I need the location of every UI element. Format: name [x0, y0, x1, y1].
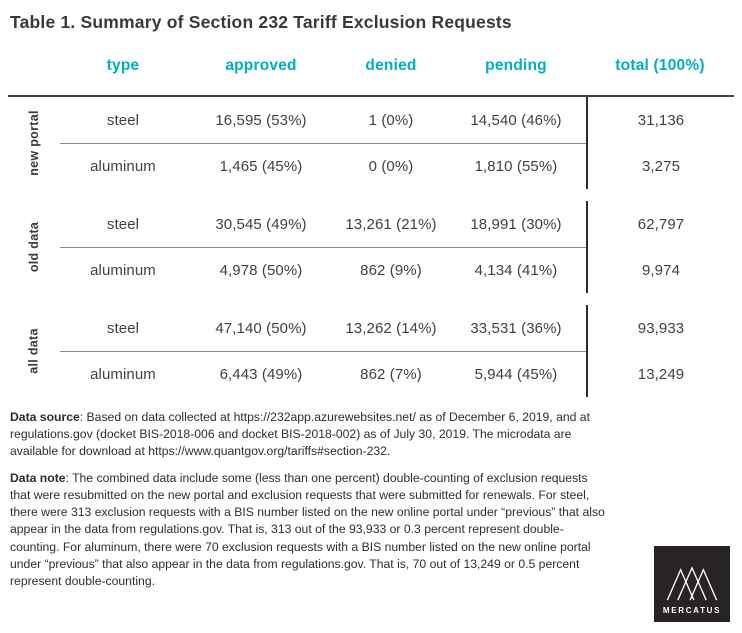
mercatus-logo-icon — [666, 566, 718, 601]
cell-approved: 6,443 (49%) — [186, 351, 336, 397]
cell-approved: 1,465 (45%) — [186, 143, 336, 189]
column-header-approved: approved — [225, 57, 297, 74]
cell-type: aluminum — [60, 351, 186, 397]
group-label: all data — [8, 305, 60, 397]
table-notes: Data source: Based on data collected at … — [10, 409, 610, 590]
cell-pending: 33,531 (36%) — [470, 319, 562, 337]
cell-type: steel — [106, 319, 140, 337]
cell-type: aluminum — [60, 247, 186, 293]
cell-pending: 14,540 (46%) — [470, 111, 562, 129]
table-group-new-portal: new portal steel 16,595 (53%) 1 (0%) 14,… — [8, 97, 734, 189]
cell-denied: 862 (7%) — [336, 351, 446, 397]
table-group-all-data: all data steel 47,140 (50%) 13,262 (14%)… — [8, 305, 734, 397]
cell-denied: 1 (0%) — [368, 111, 414, 129]
cell-type: aluminum — [60, 143, 186, 189]
cell-pending: 18,991 (30%) — [470, 215, 562, 233]
data-note: Data note: The combined data include som… — [10, 470, 610, 590]
cell-pending: 5,944 (45%) — [446, 351, 586, 397]
mercatus-logo: MERCATUS — [654, 546, 730, 622]
cell-approved: 4,978 (50%) — [186, 247, 336, 293]
column-header-type: type — [106, 57, 140, 74]
cell-total: 62,797 — [586, 201, 734, 247]
cell-pending: 1,810 (55%) — [446, 143, 586, 189]
group-label: new portal — [8, 97, 60, 189]
cell-pending: 4,134 (41%) — [446, 247, 586, 293]
mercatus-wordmark: MERCATUS — [662, 606, 722, 615]
cell-denied: 13,261 (21%) — [345, 215, 437, 233]
column-header-denied: denied — [365, 57, 417, 74]
column-header-total: total (100%) — [615, 57, 705, 74]
data-note-text: : The combined data include some (less t… — [10, 471, 605, 588]
group-label: old data — [8, 201, 60, 293]
cell-type: steel — [106, 111, 140, 129]
table-title: Table 1. Summary of Section 232 Tariff E… — [10, 12, 512, 32]
column-header-pending: pending — [485, 57, 547, 74]
cell-denied: 862 (9%) — [336, 247, 446, 293]
group-label-text: new portal — [27, 110, 42, 176]
table-header-row: type approved denied pending total (100%… — [8, 49, 734, 83]
table-group-old-data: old data steel 30,545 (49%) 13,261 (21%)… — [8, 201, 734, 293]
group-label-text: all data — [26, 328, 41, 374]
cell-approved: 16,595 (53%) — [215, 111, 307, 129]
cell-total: 13,249 — [586, 351, 734, 397]
cell-denied: 0 (0%) — [336, 143, 446, 189]
cell-denied: 13,262 (14%) — [345, 319, 437, 337]
cell-total: 31,136 — [586, 97, 734, 143]
cell-total: 9,974 — [586, 247, 734, 293]
cell-total: 93,933 — [586, 305, 734, 351]
cell-type: steel — [106, 215, 140, 233]
data-note-label: Data note — [10, 471, 66, 486]
cell-approved: 30,545 (49%) — [215, 215, 307, 233]
cell-approved: 47,140 (50%) — [215, 319, 307, 337]
data-source-label: Data source — [10, 410, 80, 424]
data-source-text: : Based on data collected at https://232… — [10, 410, 590, 459]
group-label-text: old data — [26, 221, 41, 273]
cell-total: 3,275 — [586, 143, 734, 189]
header-rule — [8, 95, 734, 97]
data-source-note: Data source: Based on data collected at … — [10, 409, 610, 460]
